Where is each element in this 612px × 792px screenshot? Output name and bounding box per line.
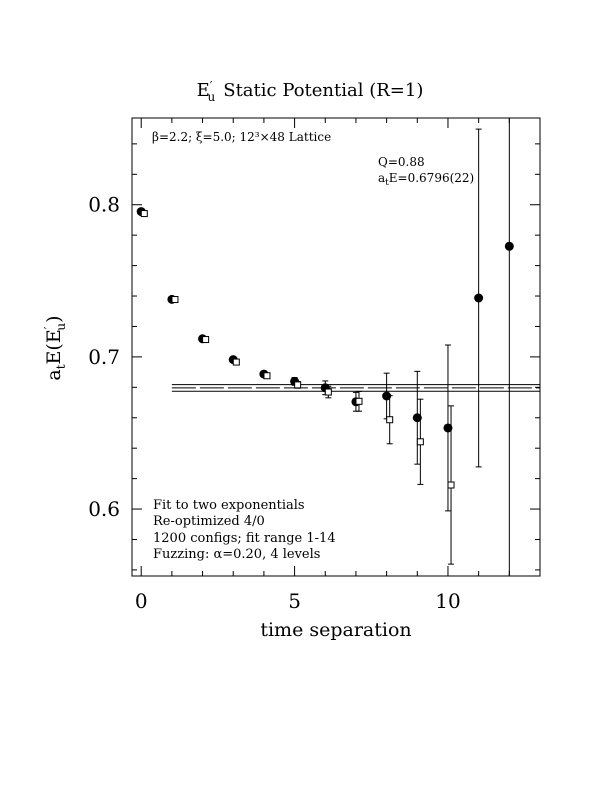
data-point-square: [324, 388, 332, 396]
data-point-square: [232, 358, 240, 366]
data-point-square: [386, 416, 394, 424]
data-point-circle: [504, 241, 514, 251]
y-tick-label: 0.7: [88, 345, 120, 369]
fit-quality-label: Q=0.88: [378, 155, 425, 169]
axis-tick-labels: 0 5 10 0.6 0.7 0.8: [88, 193, 461, 613]
data-point-square: [263, 372, 271, 380]
y-tick-label: 0.6: [88, 497, 120, 521]
fit-energy-sub: t: [385, 178, 389, 188]
data-point-circle: [474, 293, 484, 303]
data-point-square: [416, 438, 424, 446]
data-point-square: [355, 397, 363, 405]
data-point-circle: [443, 423, 453, 433]
method-line-2: Re-optimized 4/0: [153, 514, 265, 529]
fit-energy-label: atE=0.6796(22): [378, 171, 474, 188]
y-label-prefix: a: [43, 369, 65, 380]
y-tick-label: 0.8: [88, 193, 120, 217]
method-line-4: Fuzzing: α=0.20, 4 levels: [153, 547, 320, 562]
data-point-circle: [412, 413, 422, 423]
fit-band: [171, 384, 540, 392]
data-point-square: [171, 296, 179, 304]
data-point-square: [202, 336, 210, 344]
title-symbol-base: E: [197, 80, 210, 101]
fit-energy-value: E=0.6796(22): [389, 171, 474, 185]
plot-frame: [131, 117, 541, 577]
x-axis-label: time separation: [260, 619, 411, 641]
title-symbol-sub: u: [208, 90, 216, 104]
y-label-prefix-sub: t: [54, 364, 68, 369]
data-point-square: [447, 481, 455, 489]
y-label-close: ): [43, 315, 65, 322]
y-label-prime: ′: [42, 326, 56, 329]
method-line-1: Fit to two exponentials: [153, 498, 305, 513]
x-tick-label: 10: [435, 589, 460, 613]
x-tick-label: 0: [135, 589, 148, 613]
title-text: Static Potential (R=1): [223, 80, 423, 101]
data-point-circle: [382, 391, 392, 401]
axis-ticks: [132, 118, 541, 576]
chart-title: E′ u Static Potential (R=1): [197, 79, 424, 104]
method-line-3: 1200 configs; fit range 1-14: [153, 531, 336, 546]
y-label-main: E(E: [43, 329, 65, 364]
x-tick-label: 5: [288, 589, 301, 613]
y-label-sub: u: [54, 323, 68, 331]
lattice-annotation: β=2.2; ξ=5.0; 12³×48 Lattice: [152, 130, 331, 144]
data-point-square: [140, 210, 148, 218]
title-symbol-prime: ′: [210, 79, 213, 93]
data-point-square: [294, 381, 302, 389]
y-axis-label: atE(E′u): [42, 315, 68, 380]
data-markers: [136, 207, 514, 489]
fit-energy-prefix: a: [378, 171, 385, 185]
